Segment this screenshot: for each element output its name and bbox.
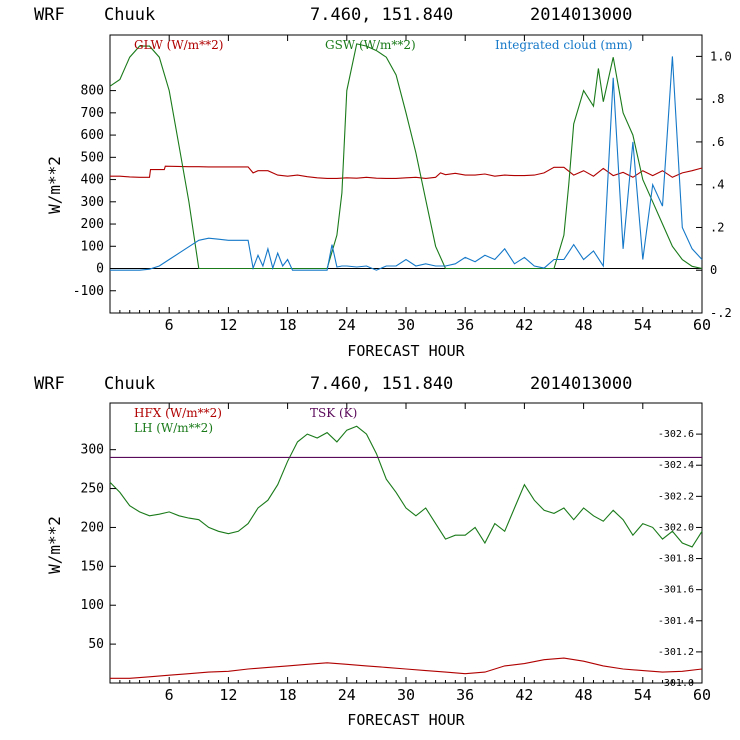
legend-cloud: Integrated cloud (mm): [495, 38, 633, 52]
x-tick-label: 30: [397, 316, 415, 334]
panel-2-frame: [109, 402, 703, 684]
x-tick-label: 6: [165, 316, 174, 334]
legend-gsw: GSW (W/m**2): [325, 38, 416, 52]
y-tick-label: 200: [81, 217, 104, 232]
y-tick-label: 100: [81, 239, 104, 254]
series-line-gsw: [109, 43, 703, 270]
panel-1-legend: GLW (W/m**2) GSW (W/m**2) Integrated clo…: [134, 38, 633, 52]
x-tick-label: 6: [165, 686, 174, 704]
y-tick-label: 50: [88, 637, 104, 652]
panel-1-y2-ticks: -.2 0 .2 .4 .6 .8 1.0: [696, 49, 732, 320]
y-tick-label: 500: [81, 150, 104, 165]
y2-tick-label: -301.6: [658, 585, 694, 596]
header-coords: 7.460, 151.840: [310, 5, 453, 25]
x-tick-label: 12: [219, 686, 237, 704]
x-tick-label: 36: [456, 686, 474, 704]
header-station-2: Chuuk: [104, 374, 155, 394]
header-init-2: 2014013000: [530, 374, 632, 394]
panel-2: WRF Chuuk 7.460, 151.840 2014013000 6 12 1…: [34, 374, 711, 729]
series-line-glw: [110, 165, 703, 179]
header-station: Chuuk: [104, 5, 155, 25]
x-tick-label: 42: [515, 316, 533, 334]
header-init: 2014013000: [530, 5, 632, 25]
panel-2-series: [109, 425, 703, 679]
legend-lh: LH (W/m**2): [134, 421, 213, 435]
panel-2-y2-ticks: -301.0 -301.2 -301.4 -301.6 -301.8 -302.0 -302…: [658, 429, 702, 689]
series-line-integrated: [110, 56, 703, 271]
legend-glw: GLW (W/m**2): [134, 38, 223, 52]
y2-tick-label: -.2: [710, 306, 732, 320]
y2-tick-label: -302.6: [658, 429, 694, 440]
panel-1-ylabel: W/m**2: [45, 156, 64, 214]
y2-tick-label: .4: [710, 178, 724, 192]
panel-1-header: WRF Chuuk 7.460, 151.840 2014013000: [34, 5, 632, 25]
panel-1: WRF Chuuk 7.460, 151.840 2014013000 6 12 1…: [34, 5, 732, 360]
series-line-lh: [109, 425, 703, 548]
panel-1-xlabel: FORECAST HOUR: [347, 342, 465, 360]
x-tick-label: 36: [456, 316, 474, 334]
panel-1-series: [109, 43, 703, 271]
x-tick-label: 48: [575, 316, 593, 334]
y2-tick-label: -302.2: [658, 491, 694, 502]
panel-1-x-ticks: 6 12 18 24 30 36 42 48 54 60: [119, 35, 711, 334]
panel-2-legend: HFX (W/m**2) LH (W/m**2) TSK (K): [134, 406, 357, 435]
x-tick-label: 24: [338, 316, 356, 334]
y2-tick-label: -301.0: [658, 678, 694, 689]
y-tick-label: 150: [81, 559, 104, 574]
panel-2-y-ticks: 50 100 150 200 250 300: [81, 443, 116, 652]
panel-2-x-ticks: 6 12 18 24 30 36 42 48 54 60: [119, 403, 711, 704]
y2-tick-label: .6: [710, 135, 724, 149]
y-tick-label: 0: [96, 262, 104, 277]
y-tick-label: 100: [81, 598, 104, 613]
panel-2-xlabel: FORECAST HOUR: [347, 711, 465, 729]
y2-tick-label: .8: [710, 92, 724, 106]
legend-hfx: HFX (W/m**2): [134, 406, 222, 420]
x-tick-label: 42: [515, 686, 533, 704]
y-tick-label: -100: [73, 284, 104, 299]
y2-tick-label: -301.8: [658, 554, 694, 565]
y2-tick-label: -302.0: [658, 522, 694, 533]
panel-2-header: WRF Chuuk 7.460, 151.840 2014013000: [34, 374, 632, 394]
y-tick-label: 200: [81, 520, 104, 535]
series-line-hfx: [110, 657, 703, 679]
header-model-2: WRF: [34, 374, 65, 394]
y2-tick-label: -301.2: [658, 647, 694, 658]
y2-tick-label: .2: [710, 220, 724, 234]
legend-tsk: TSK (K): [310, 406, 357, 420]
panel-1-y-ticks: -100 0 100 200 300 400 500 600 700 800: [73, 84, 116, 299]
x-tick-label: 60: [693, 316, 711, 334]
y2-tick-label: 0: [710, 263, 717, 277]
x-tick-label: 18: [279, 686, 297, 704]
header-model: WRF: [34, 5, 65, 25]
y2-tick-label: -301.4: [658, 616, 694, 627]
y-tick-label: 300: [81, 195, 104, 210]
x-tick-label: 54: [634, 686, 652, 704]
x-tick-label: 24: [338, 686, 356, 704]
y-tick-label: 800: [81, 84, 104, 99]
y-tick-label: 600: [81, 128, 104, 143]
y-tick-label: 700: [81, 106, 104, 121]
y-tick-label: 300: [81, 443, 104, 458]
panel-2-ylabel: W/m**2: [45, 516, 64, 574]
y2-tick-label: -302.4: [658, 460, 694, 471]
header-coords-2: 7.460, 151.840: [310, 374, 453, 394]
x-tick-label: 60: [693, 686, 711, 704]
x-tick-label: 18: [279, 316, 297, 334]
x-tick-label: 54: [634, 316, 652, 334]
x-tick-label: 12: [219, 316, 237, 334]
y-tick-label: 400: [81, 173, 104, 188]
panel-1-frame: [109, 34, 703, 314]
y2-tick-label: 1.0: [710, 49, 732, 63]
x-tick-label: 48: [575, 686, 593, 704]
x-tick-label: 30: [397, 686, 415, 704]
y-tick-label: 250: [81, 482, 104, 497]
